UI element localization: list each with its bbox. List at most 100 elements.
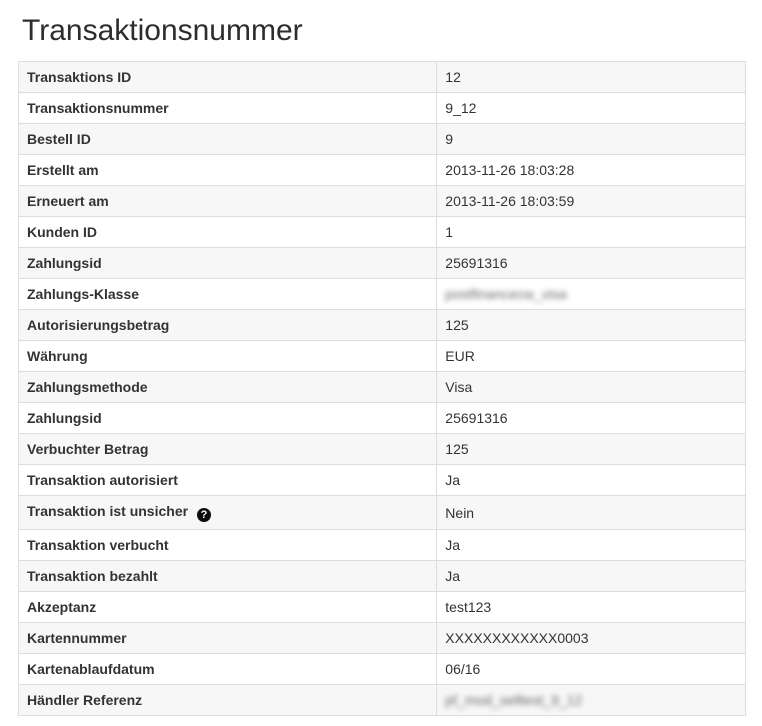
row-value-cell: 25691316 <box>436 402 746 434</box>
table-row: Zahlungsmethode Visa <box>17 371 746 403</box>
row-value-cell: 9_12 <box>436 92 746 124</box>
row-value: 25691316 <box>445 255 508 271</box>
row-label: Transaktion verbucht <box>27 537 169 553</box>
row-label: Zahlungs-Klasse <box>27 286 140 302</box>
table-row: Transaktion bezahlt Ja <box>17 560 746 592</box>
row-value: 1 <box>445 224 454 240</box>
row-label-cell: Kartenablaufdatum <box>17 653 438 685</box>
row-label-cell: Erstellt am <box>17 154 438 186</box>
row-value: 2013-11-26 18:03:59 <box>445 193 575 209</box>
row-value: Ja <box>445 472 461 488</box>
row-value-cell: test123 <box>436 591 746 623</box>
help-icon[interactable]: ? <box>196 508 211 522</box>
row-value-cell: XXXXXXXXXXXX0003 <box>436 622 746 654</box>
row-label: Kartennummer <box>27 630 127 646</box>
row-value-cell: 2013-11-26 18:03:28 <box>436 154 746 186</box>
row-label-cell: Transaktions ID <box>17 61 438 93</box>
row-label-cell: Transaktionsnummer <box>17 92 438 124</box>
table-row: Erstellt am 2013-11-26 18:03:28 <box>17 154 746 186</box>
row-value: Ja <box>445 568 461 584</box>
row-label: Zahlungsid <box>27 410 102 426</box>
row-label: Kartenablaufdatum <box>27 661 155 677</box>
row-value: 125 <box>445 317 469 333</box>
table-row: Zahlungs-Klasse postfinancecw_visa <box>17 278 746 310</box>
row-label-cell: Währung <box>17 340 438 372</box>
table-row: Kunden ID 1 <box>17 216 746 248</box>
table-row: Kartenablaufdatum 06/16 <box>17 653 746 685</box>
row-label-cell: Zahlungsmethode <box>17 371 438 403</box>
row-label-cell: Transaktion ist unsicher ? <box>17 495 438 530</box>
table-row: Erneuert am 2013-11-26 18:03:59 <box>17 185 746 217</box>
row-label: Bestell ID <box>27 131 91 147</box>
row-value-cell: 06/16 <box>436 653 746 685</box>
row-label-cell: Akzeptanz <box>17 591 438 623</box>
row-value: 9 <box>445 131 454 147</box>
row-value-cell: Visa <box>436 371 746 403</box>
row-value-cell: 9 <box>436 123 746 155</box>
row-value-cell: Ja <box>436 560 746 592</box>
row-value-cell: postfinancecw_visa <box>436 278 746 310</box>
row-label-cell: Transaktion verbucht <box>17 529 438 561</box>
row-value: 125 <box>445 441 469 457</box>
row-value: Nein <box>445 504 475 521</box>
row-label: Akzeptanz <box>27 599 97 615</box>
table-row: Akzeptanz test123 <box>17 591 746 623</box>
row-label-cell: Kartennummer <box>17 622 438 654</box>
row-value-cell: 2013-11-26 18:03:59 <box>436 185 746 217</box>
table-row: Bestell ID 9 <box>17 123 746 155</box>
table-row: Zahlungsid 25691316 <box>17 402 746 434</box>
table-row: Währung EUR <box>17 340 746 372</box>
table-row: Transaktion autorisiert Ja <box>17 464 746 496</box>
row-label-cell: Transaktion bezahlt <box>17 560 438 592</box>
row-label: Erneuert am <box>27 193 109 209</box>
row-label-cell: Zahlungs-Klasse <box>17 278 438 310</box>
row-label-cell: Erneuert am <box>17 185 438 217</box>
table-row: Zahlungsid 25691316 <box>17 247 746 279</box>
row-label: Transaktions ID <box>27 69 132 85</box>
row-label-cell: Bestell ID <box>17 123 438 155</box>
table-row: Verbuchter Betrag 125 <box>17 433 746 465</box>
row-value: 06/16 <box>445 661 481 677</box>
row-label-cell: Zahlungsid <box>17 402 438 434</box>
table-row: Transaktion ist unsicher ? Nein <box>17 495 746 530</box>
row-value: 25691316 <box>445 410 508 426</box>
row-value-cell: pf_mod_selltest_9_12 <box>436 684 746 716</box>
row-label-cell: Autorisierungsbetrag <box>17 309 438 341</box>
row-value-cell: 125 <box>436 433 746 465</box>
row-label: Transaktion ist unsicher <box>27 503 189 519</box>
row-value: test123 <box>445 599 492 615</box>
row-label-cell: Händler Referenz <box>17 684 438 716</box>
row-label-cell: Verbuchter Betrag <box>17 433 438 465</box>
row-label: Kunden ID <box>27 224 97 240</box>
row-label: Transaktion bezahlt <box>27 568 158 584</box>
row-value-cell: Ja <box>436 529 746 561</box>
row-value: EUR <box>445 348 475 364</box>
row-value: Ja <box>445 537 461 553</box>
row-label-cell: Kunden ID <box>17 216 438 248</box>
row-label: Transaktion autorisiert <box>27 472 178 488</box>
transaction-detail-table: Transaktions ID 12 Transaktionsnummer 9_… <box>17 61 746 716</box>
transaction-detail-page: Transaktionsnummer Transaktions ID 12 Tr… <box>0 14 762 726</box>
row-value-cell: Nein <box>436 495 746 530</box>
table-row: Transaktionsnummer 9_12 <box>17 92 746 124</box>
row-value: pf_mod_selltest_9_12 <box>445 692 583 708</box>
row-value-cell: 12 <box>436 61 746 93</box>
row-value-cell: EUR <box>436 340 746 372</box>
transaction-table-body: Transaktions ID 12 Transaktionsnummer 9_… <box>17 61 746 716</box>
table-row: Autorisierungsbetrag 125 <box>17 309 746 341</box>
table-row: Händler Referenz pf_mod_selltest_9_12 <box>17 684 746 716</box>
row-value-cell: Ja <box>436 464 746 496</box>
row-value: 12 <box>445 69 461 85</box>
row-value: postfinancecw_visa <box>445 286 567 302</box>
row-label: Währung <box>27 348 88 364</box>
row-label: Autorisierungsbetrag <box>27 317 170 333</box>
row-value: 9_12 <box>445 100 477 116</box>
row-value: 2013-11-26 18:03:28 <box>445 162 575 178</box>
row-value: Visa <box>445 379 473 395</box>
row-value-cell: 25691316 <box>436 247 746 279</box>
row-value: XXXXXXXXXXXX0003 <box>445 630 589 646</box>
row-label: Zahlungsid <box>27 255 102 271</box>
row-label-cell: Transaktion autorisiert <box>17 464 438 496</box>
table-row: Transaktions ID 12 <box>17 61 746 93</box>
row-label: Erstellt am <box>27 162 99 178</box>
